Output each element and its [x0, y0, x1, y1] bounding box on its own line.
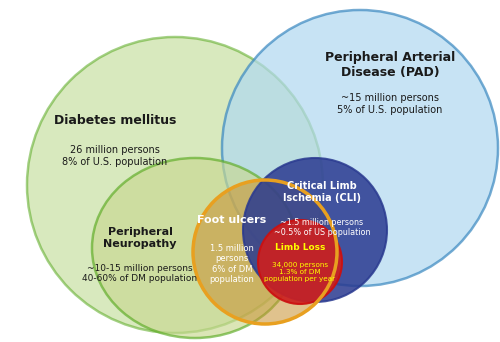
Text: Critical Limb
Ischemia (CLI): Critical Limb Ischemia (CLI) — [283, 181, 361, 203]
Text: Peripheral Arterial
Disease (PAD): Peripheral Arterial Disease (PAD) — [325, 51, 455, 79]
Text: 1.5 million
persons
6% of DM
population: 1.5 million persons 6% of DM population — [210, 244, 254, 284]
Ellipse shape — [222, 10, 498, 286]
Ellipse shape — [27, 37, 323, 333]
Ellipse shape — [92, 158, 298, 338]
Text: Peripheral
Neuropathy: Peripheral Neuropathy — [104, 227, 177, 249]
Text: ~1.5 million persons
~0.5% of US population: ~1.5 million persons ~0.5% of US populat… — [274, 218, 370, 237]
Text: ~15 million persons
5% of U.S. population: ~15 million persons 5% of U.S. populatio… — [338, 93, 442, 115]
Text: 26 million persons
8% of U.S. population: 26 million persons 8% of U.S. population — [62, 145, 168, 167]
Text: Diabetes mellitus: Diabetes mellitus — [54, 114, 176, 127]
Text: Foot ulcers: Foot ulcers — [198, 215, 266, 225]
Ellipse shape — [258, 220, 342, 304]
Text: 34,000 persons
1.3% of DM
population per year: 34,000 persons 1.3% of DM population per… — [264, 262, 336, 282]
Ellipse shape — [243, 158, 387, 302]
Text: ~10-15 million persons
40-60% of DM population: ~10-15 million persons 40-60% of DM popu… — [82, 264, 198, 284]
Text: Limb Loss: Limb Loss — [275, 244, 325, 252]
Ellipse shape — [193, 180, 337, 324]
